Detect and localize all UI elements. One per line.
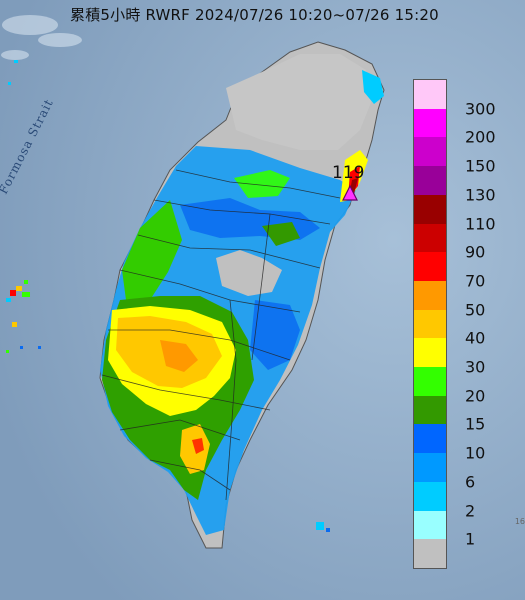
peak-value-label: 119 [332, 163, 365, 183]
cloud-texture [1, 15, 82, 60]
legend-swatch [414, 424, 446, 454]
legend-label: 200 [465, 127, 496, 147]
rain-zone-red-south [192, 438, 204, 454]
legend-label: 70 [465, 271, 486, 291]
legend-swatch [414, 539, 446, 569]
legend-label: 20 [465, 386, 486, 406]
offshore-echoes [6, 60, 330, 532]
legend-swatch [414, 166, 446, 196]
legend-label: 40 [465, 328, 486, 348]
rain-zone-green-west [122, 200, 182, 300]
legend-swatch [414, 481, 446, 512]
legend-label: 15 [465, 414, 486, 434]
color-legend [413, 79, 447, 569]
legend-label: 300 [465, 99, 496, 119]
dry-patch-central [216, 250, 282, 296]
legend-label: 30 [465, 357, 486, 377]
legend-label: 10 [465, 443, 486, 463]
legend-swatch [414, 338, 446, 368]
legend-label: 2 [465, 501, 476, 521]
legend-swatch [414, 367, 446, 397]
legend-swatch [414, 280, 446, 311]
legend-label: 50 [465, 300, 486, 320]
rain-zone-10mm-east [250, 300, 300, 370]
rain-zone-green-east [262, 222, 300, 246]
legend-label: 130 [465, 185, 496, 205]
map-title: 累積5小時 RWRF 2024/07/26 10:20~07/26 15:20 [70, 6, 439, 24]
rain-zone-ne-tip [362, 70, 384, 104]
legend-swatch [414, 108, 446, 138]
legend-swatch [414, 453, 446, 483]
legend-swatch [414, 223, 446, 253]
legend-swatch [414, 80, 446, 110]
legend-label: 150 [465, 156, 496, 176]
rain-zone-green-north [234, 170, 290, 198]
legend-swatch [414, 194, 446, 225]
corner-tick-label: 16 [514, 517, 525, 526]
legend-label: 1 [465, 529, 476, 549]
legend-swatch [414, 309, 446, 339]
legend-label: 110 [465, 214, 496, 234]
rain-zone-orange-deep [160, 340, 198, 372]
legend-swatch [414, 510, 446, 540]
legend-swatch [414, 252, 446, 282]
county-boundaries [101, 169, 341, 501]
legend-label: 90 [465, 242, 486, 262]
legend-swatch [414, 137, 446, 167]
legend-swatch [414, 395, 446, 425]
peak-triangle-icon [342, 184, 358, 201]
dry-patch-north [226, 54, 372, 150]
legend-label: 6 [465, 472, 476, 492]
